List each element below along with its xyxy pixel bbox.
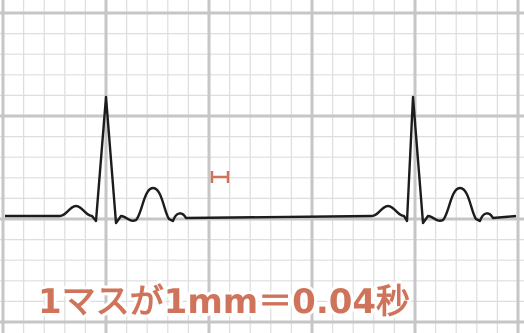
scale-marker bbox=[210, 171, 230, 183]
caption: 1マスが1mm＝0.04秒 bbox=[38, 282, 410, 322]
ecg-waveform bbox=[5, 95, 517, 225]
